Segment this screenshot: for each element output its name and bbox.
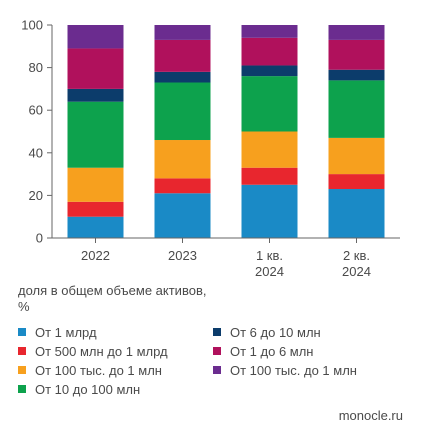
bar-segment — [67, 216, 124, 238]
legend-swatch — [18, 366, 26, 374]
bar-segment — [67, 201, 124, 217]
legend-swatch — [213, 366, 221, 374]
x-tick-label: 2023 — [168, 248, 197, 263]
bar-segment — [241, 184, 298, 238]
legend-item-6: От 100 тыс. до 1 млн — [213, 363, 357, 379]
y-tick-label: 60 — [29, 103, 43, 118]
bar-segment — [241, 167, 298, 185]
legend-swatch — [18, 347, 26, 355]
bar-segment — [67, 25, 124, 49]
legend-label: От 1 млрд — [35, 325, 97, 340]
legend-label: От 500 млн до 1 млрд — [35, 344, 168, 359]
legend-item-7: От 10 до 100 млн — [18, 382, 140, 398]
bar-segment — [154, 193, 211, 238]
bar-segment — [328, 39, 385, 70]
legend-swatch — [213, 328, 221, 336]
legend-label: От 1 до 6 млн — [230, 344, 314, 359]
legend-label: От 100 тыс. до 1 млн — [35, 363, 162, 378]
legend-swatch — [18, 328, 26, 336]
y-axis-label-line-2: % — [18, 299, 30, 314]
legend-label: От 100 тыс. до 1 млн — [230, 363, 357, 378]
x-tick-label: 2 кв. — [343, 248, 370, 263]
y-axis-label-line-1: доля в общем объеме активов, — [18, 283, 207, 298]
bar-segment — [328, 69, 385, 81]
bar-segment — [154, 82, 211, 141]
bar-segment — [67, 101, 124, 168]
legend-label: От 10 до 100 млн — [35, 382, 141, 397]
bar-segment — [154, 140, 211, 179]
y-tick-label: 40 — [29, 145, 43, 160]
bar-segment — [241, 131, 298, 168]
bar-segment — [241, 25, 298, 38]
legend-item-4: От 1 до 6 млн — [213, 344, 314, 360]
legend-swatch — [213, 347, 221, 355]
bar-segment — [328, 174, 385, 190]
bar-segment — [241, 37, 298, 66]
legend-swatch — [18, 385, 26, 393]
bar-segment — [154, 39, 211, 72]
bar-segment — [154, 178, 211, 194]
bar-segment — [328, 137, 385, 175]
y-tick-label: 20 — [29, 188, 43, 203]
x-tick-label: 2024 — [255, 264, 284, 279]
y-tick-label: 100 — [21, 18, 43, 33]
legend-item-3: От 500 млн до 1 млрд — [18, 344, 168, 360]
bar-segment — [154, 25, 211, 40]
bar-segment — [328, 80, 385, 138]
bar-segment — [154, 71, 211, 83]
source-credit: monocle.ru — [338, 408, 403, 423]
x-tick-label: 2024 — [342, 264, 371, 279]
bar-segment — [328, 189, 385, 238]
legend-label: От 6 до 10 млн — [230, 325, 321, 340]
legend-item-1: От 1 млрд — [18, 325, 97, 341]
bar-segment — [241, 65, 298, 77]
bar-segment — [328, 25, 385, 40]
bar-segment — [67, 48, 124, 89]
bar-segment — [241, 76, 298, 132]
bar-segment — [67, 88, 124, 102]
y-tick-label: 0 — [36, 231, 43, 246]
y-axis-label: доля в общем объеме активов, % — [18, 283, 258, 315]
x-tick-label: 2022 — [81, 248, 110, 263]
bar-segment — [67, 167, 124, 202]
legend-item-5: От 100 тыс. до 1 млн — [18, 363, 162, 379]
x-tick-label: 1 кв. — [256, 248, 283, 263]
legend-item-2: От 6 до 10 млн — [213, 325, 321, 341]
y-tick-label: 80 — [29, 60, 43, 75]
